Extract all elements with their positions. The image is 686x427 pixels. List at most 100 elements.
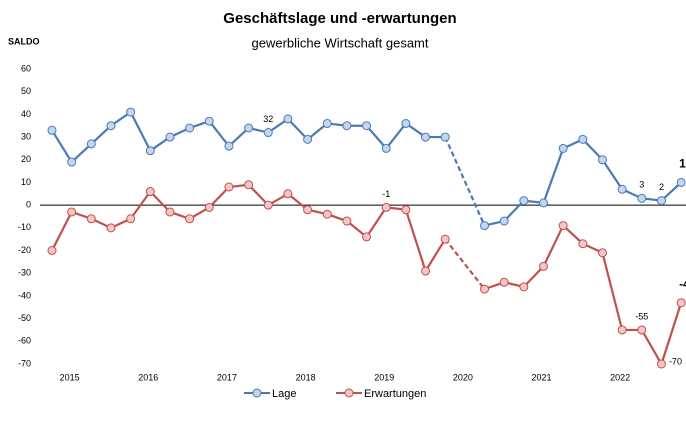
y-tick-label: 20 [21,154,31,164]
data-label: -43 [679,277,686,291]
series-marker [204,202,214,212]
series-marker [224,182,234,192]
series-marker [362,232,372,242]
series-marker [499,216,509,226]
x-tick-label: 2018 [296,372,316,382]
series-marker [637,325,647,335]
data-label: -70 [669,356,682,366]
y-tick-label: -60 [18,336,31,346]
series-marker [47,246,57,256]
series-marker [480,221,490,231]
series-line [484,138,682,227]
x-tick-label: 2019 [374,372,394,382]
y-tick-label: -30 [18,268,31,278]
y-tick-label: -20 [18,245,31,255]
series-marker [165,132,175,142]
series-marker [263,200,273,210]
series-marker [106,121,116,131]
data-label: -55 [635,311,648,321]
series-marker [597,248,607,258]
series-marker [440,132,450,142]
y-tick-label: 50 [21,86,31,96]
series-marker [440,234,450,244]
series-marker [165,207,175,217]
data-label: 32 [263,114,273,124]
legend-label: Erwartungen [364,388,426,400]
series-marker [637,193,647,203]
y-tick-label: 60 [21,63,31,73]
data-label: -1 [382,189,390,199]
series-marker [597,155,607,165]
y-tick-label: 30 [21,131,31,141]
series-marker [47,125,57,135]
series-marker [86,139,96,149]
x-tick-label: 2017 [217,372,237,382]
y-tick-label: -40 [18,290,31,300]
series-marker [401,205,411,215]
series-marker [322,209,332,219]
series-marker [401,118,411,128]
series-marker [283,189,293,199]
legend-marker [344,388,354,398]
series-marker [244,180,254,190]
y-tick-label: 0 [26,200,31,210]
series-marker [362,121,372,131]
series-marker [263,128,273,138]
y-tick-label: -70 [18,358,31,368]
series-marker [185,123,195,133]
series-marker [381,202,391,212]
series-marker [283,114,293,124]
series-marker [539,198,548,208]
series-marker [126,107,136,117]
series-marker [145,187,155,197]
series-marker [67,207,77,217]
y-tick-label: 40 [21,109,31,119]
series-marker [656,196,666,206]
data-label: 3 [639,180,644,190]
series-marker [244,123,254,133]
chart-subtitle: gewerbliche Wirtschaft gesamt [251,35,428,50]
series-marker [303,134,313,144]
series-marker [342,121,352,131]
series-marker [519,196,529,206]
series-line [51,110,446,164]
series-marker [558,221,568,231]
series-marker [480,284,490,294]
x-tick-label: 2020 [453,372,473,382]
series-marker [656,359,666,369]
series-marker [578,134,588,144]
series-marker [676,177,686,187]
y-tick-label: -10 [18,222,31,232]
gap-bridge [444,238,486,290]
series-marker [578,239,588,249]
series-marker [303,205,313,215]
chart-title: Geschäftslage und -erwartungen [223,10,456,27]
series-marker [421,132,431,142]
series-marker [204,116,214,126]
x-tick-label: 2022 [610,372,630,382]
data-label: 2 [659,182,664,192]
series-marker [421,266,431,276]
y-tick-label: -50 [18,313,31,323]
series-marker [499,277,509,287]
series-marker [106,223,116,233]
x-tick-label: 2015 [60,372,80,382]
series-marker [539,261,548,271]
series-marker [145,146,155,156]
series-marker [381,143,391,153]
series-marker [126,214,136,224]
series-marker [224,141,234,151]
series-marker [342,216,352,226]
y-tick-label: 10 [21,177,31,187]
legend-label: Lage [272,388,296,400]
series-marker [86,214,96,224]
x-tick-label: 2016 [138,372,158,382]
legend-marker [252,388,262,398]
series-marker [558,143,568,153]
series-marker [519,282,529,292]
series-marker [67,157,77,167]
series-marker [617,184,627,194]
series-marker [185,214,195,224]
data-label: 10 [679,157,686,171]
x-tick-label: 2021 [531,372,551,382]
